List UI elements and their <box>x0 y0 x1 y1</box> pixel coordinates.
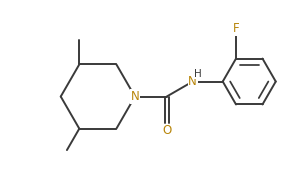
Text: F: F <box>233 22 239 35</box>
Text: O: O <box>162 124 171 137</box>
Text: H: H <box>194 69 202 79</box>
Text: N: N <box>188 75 197 88</box>
Text: N: N <box>131 90 139 103</box>
